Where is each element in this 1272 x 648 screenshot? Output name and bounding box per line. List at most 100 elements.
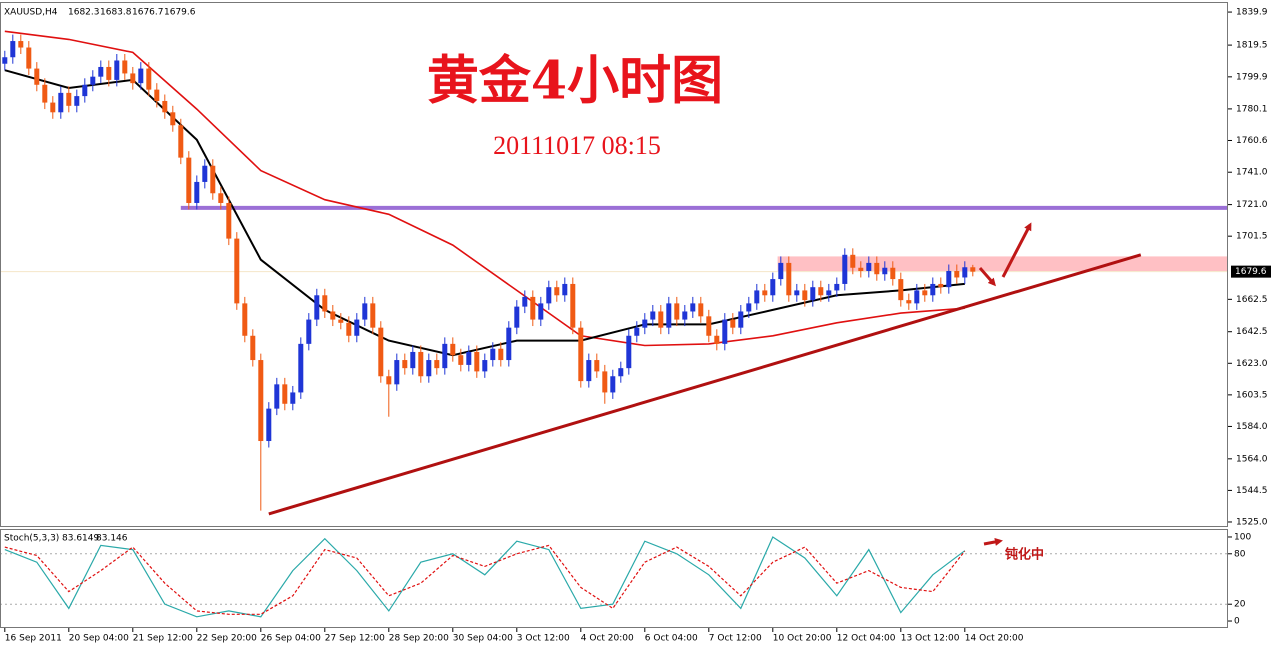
candle-body bbox=[954, 270, 960, 278]
candle-body bbox=[58, 92, 64, 113]
arrow-down bbox=[978, 267, 996, 287]
candle-body bbox=[162, 100, 168, 113]
candle-body bbox=[898, 279, 904, 301]
candle-body bbox=[554, 287, 560, 296]
x-tick-label: 3 Oct 12:00 bbox=[517, 634, 570, 644]
candle-body bbox=[730, 319, 736, 328]
candle-body bbox=[362, 303, 368, 320]
y-tick-label: 1564.0 bbox=[1236, 454, 1268, 464]
candle-body bbox=[906, 300, 912, 304]
candle-body bbox=[922, 290, 928, 296]
y-tick-label: 1584.0 bbox=[1236, 422, 1268, 432]
candle-body bbox=[938, 283, 944, 288]
candle-body bbox=[346, 322, 352, 336]
candle-body bbox=[746, 303, 752, 312]
candle-body bbox=[506, 327, 512, 361]
symbol: XAUUSD,H4 bbox=[4, 8, 58, 18]
stoch-line bbox=[4, 536, 966, 618]
candle-body bbox=[74, 96, 80, 106]
candle-body bbox=[546, 287, 552, 304]
candle-body bbox=[602, 371, 608, 393]
candle-body bbox=[66, 92, 72, 106]
candle-body bbox=[122, 60, 128, 74]
x-tick-label: 26 Sep 04:00 bbox=[261, 634, 321, 644]
stoch-signal-value: 83.146 bbox=[96, 534, 128, 544]
candle-body bbox=[770, 279, 776, 296]
candle-body bbox=[290, 392, 296, 404]
candle-body bbox=[562, 283, 568, 296]
x-tick-label: 7 Oct 12:00 bbox=[709, 634, 762, 644]
y-tick-label: 1741.0 bbox=[1236, 168, 1268, 178]
x-tick-label: 16 Sep 2011 bbox=[5, 634, 62, 644]
ohlc-high: 1683.8 bbox=[100, 8, 132, 18]
candle-body bbox=[26, 47, 32, 69]
candle-body bbox=[426, 360, 432, 377]
stoch-frame bbox=[0, 529, 1228, 628]
y-tick-label: 80 bbox=[1234, 549, 1246, 559]
x-tick-label: 21 Sep 12:00 bbox=[133, 634, 193, 644]
y-tick-label: 1662.5 bbox=[1236, 295, 1268, 305]
candle-body bbox=[658, 311, 664, 328]
candle-body bbox=[130, 73, 136, 84]
candle-body bbox=[450, 343, 456, 356]
candle-body bbox=[930, 283, 936, 296]
candle-body bbox=[202, 165, 208, 182]
candle-body bbox=[674, 303, 680, 320]
candle-body bbox=[18, 41, 24, 48]
candle-body bbox=[530, 296, 536, 320]
candle-body bbox=[842, 254, 848, 284]
x-tick-label: 6 Oct 04:00 bbox=[645, 634, 698, 644]
candle-body bbox=[186, 157, 192, 203]
y-tick-label: 1603.5 bbox=[1236, 390, 1268, 400]
y-tick-label: 20 bbox=[1234, 600, 1246, 610]
y-tick-label: 1780.1 bbox=[1236, 104, 1268, 114]
candle-body bbox=[722, 319, 728, 344]
stoch-arrow bbox=[983, 537, 1003, 546]
candle-body bbox=[890, 267, 896, 280]
main-frame bbox=[0, 2, 1228, 527]
stoch-line bbox=[4, 544, 966, 615]
y-tick-label: 1623.0 bbox=[1236, 359, 1268, 369]
candle-body bbox=[42, 84, 48, 103]
x-tick-label: 30 Sep 04:00 bbox=[453, 634, 513, 644]
candle-body bbox=[834, 283, 840, 291]
candle-body bbox=[874, 262, 880, 275]
candle-body bbox=[434, 360, 440, 369]
x-tick-label: 10 Oct 20:00 bbox=[773, 634, 832, 644]
candle-body bbox=[378, 327, 384, 377]
y-tick-label: 1642.5 bbox=[1236, 327, 1268, 337]
x-tick-label: 20 Sep 04:00 bbox=[69, 634, 129, 644]
stoch-annotation: 钝化中 bbox=[1005, 547, 1044, 563]
candle-body bbox=[338, 319, 344, 323]
candle-body bbox=[594, 360, 600, 372]
candle-body bbox=[410, 351, 416, 369]
candle-body bbox=[498, 348, 504, 361]
x-tick-label: 4 Oct 20:00 bbox=[581, 634, 634, 644]
candle-body bbox=[266, 408, 272, 442]
chart-title: 黄金4小时图 bbox=[427, 51, 723, 112]
candle-body bbox=[178, 125, 184, 158]
stoch-main-value: 83.6149 bbox=[62, 534, 99, 544]
candle-body bbox=[82, 84, 88, 97]
candle-body bbox=[274, 384, 280, 409]
candle-body bbox=[306, 319, 312, 344]
candle-body bbox=[458, 355, 464, 365]
candle-body bbox=[322, 295, 328, 312]
candle-body bbox=[650, 311, 656, 320]
candle-body bbox=[298, 343, 304, 393]
x-tick-label: 12 Oct 04:00 bbox=[837, 634, 896, 644]
candle-body bbox=[882, 267, 888, 275]
x-tick-label: 22 Sep 20:00 bbox=[197, 634, 257, 644]
candle-body bbox=[354, 319, 360, 336]
x-tick-label: 27 Sep 12:00 bbox=[325, 634, 385, 644]
candle-body bbox=[946, 270, 952, 288]
arrow-up bbox=[1001, 222, 1032, 278]
candle-body bbox=[466, 351, 472, 365]
candle-body bbox=[690, 303, 696, 312]
candle-body bbox=[418, 351, 424, 377]
candle-body bbox=[394, 360, 400, 385]
candle-body bbox=[2, 57, 8, 64]
candle-body bbox=[754, 290, 760, 304]
candle-body bbox=[778, 262, 784, 280]
candle-body bbox=[970, 267, 976, 272]
